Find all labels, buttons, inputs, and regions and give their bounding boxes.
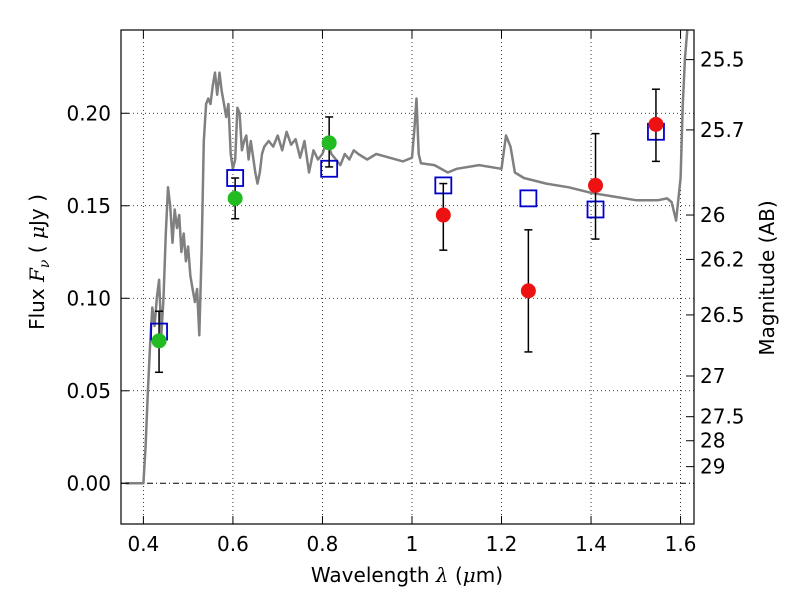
mag-tick-label: 27.5 bbox=[700, 405, 745, 429]
axis-ticks bbox=[121, 30, 694, 524]
x-tick-label: 1 bbox=[406, 532, 419, 556]
mag-tick-label: 28 bbox=[700, 429, 725, 453]
y-tick-label: 0.05 bbox=[66, 379, 111, 403]
mag-tick-label: 26 bbox=[700, 203, 725, 227]
plot-background bbox=[121, 30, 694, 524]
model-flux-square bbox=[519, 189, 538, 208]
mag-tick-label: 27 bbox=[700, 364, 725, 388]
observed-flux-point bbox=[588, 177, 604, 193]
tick-labels: 0.4 0.6 0.8 1 1.2 1.4 1.6 0.00 0.05 0.10 0.15 0.20 2… bbox=[66, 48, 744, 556]
x-axis-title: Wavelength λ (μm) bbox=[311, 563, 503, 587]
observed-flux-point bbox=[648, 116, 664, 132]
y-tick-label: 0.00 bbox=[66, 471, 111, 495]
x-tick-label: 0.4 bbox=[127, 532, 159, 556]
x-tick-label: 1.2 bbox=[486, 532, 518, 556]
observed-flux-point bbox=[520, 283, 536, 299]
model-spectrum-line bbox=[125, 29, 689, 485]
chart-marks bbox=[125, 29, 689, 485]
observed-flux-point bbox=[435, 207, 451, 223]
y-axis-title: Flux Fν ( μJy ) bbox=[25, 194, 53, 330]
mag-tick-label: 25.7 bbox=[700, 118, 745, 142]
mag-tick-label: 29 bbox=[700, 455, 725, 479]
plot-frame bbox=[120, 29, 695, 525]
y-tick-label: 0.15 bbox=[66, 194, 111, 218]
y-tick-label: 0.20 bbox=[66, 101, 111, 125]
y-tick-label: 0.10 bbox=[66, 286, 111, 310]
x-tick-label: 0.6 bbox=[217, 532, 249, 556]
observed-flux-point bbox=[227, 190, 243, 206]
observed-flux-point bbox=[321, 135, 337, 151]
x-tick-label: 1.6 bbox=[665, 532, 697, 556]
mag-tick-label: 26.5 bbox=[700, 303, 745, 327]
mag-tick-label: 26.2 bbox=[700, 247, 745, 271]
mag-tick-label: 25.5 bbox=[700, 48, 745, 72]
x-tick-label: 1.4 bbox=[575, 532, 607, 556]
x-tick-label: 0.8 bbox=[307, 532, 339, 556]
y2-axis-title: Magnitude (AB) bbox=[755, 200, 779, 355]
observed-flux-point bbox=[151, 333, 167, 349]
